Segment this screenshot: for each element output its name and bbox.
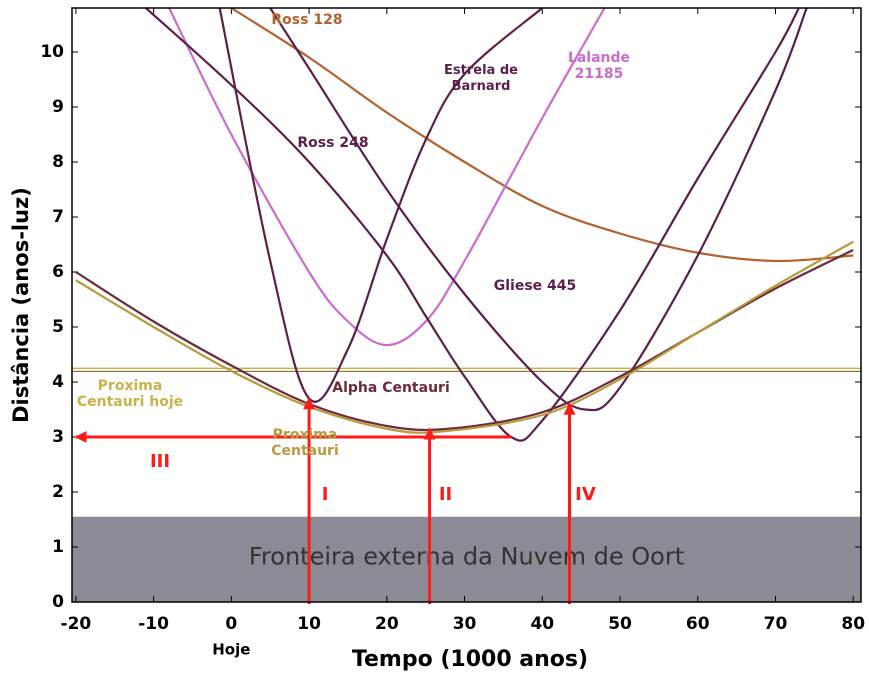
x-tick-label: -10 bbox=[138, 614, 169, 634]
x-tick-label: 40 bbox=[530, 614, 554, 634]
x-tick-label: 50 bbox=[608, 614, 632, 634]
series-line bbox=[145, 8, 800, 442]
y-tick-label: 6 bbox=[52, 262, 64, 282]
series-label: Ross 248 bbox=[297, 135, 369, 151]
y-tick-label: 8 bbox=[52, 152, 64, 172]
series-label: Proxima Centauri bbox=[271, 427, 339, 459]
x-tick-label: 60 bbox=[686, 614, 710, 634]
x-tick-label: 30 bbox=[453, 614, 477, 634]
series-label: Alpha Centauri bbox=[332, 380, 450, 396]
x-tick-label: 10 bbox=[297, 614, 321, 634]
arrow-label: II bbox=[439, 484, 452, 505]
arrow-label: I bbox=[322, 484, 329, 505]
series-label: Estrela de Barnard bbox=[444, 63, 518, 94]
series-label: Lalande 21185 bbox=[567, 50, 631, 82]
oort-region bbox=[72, 516, 861, 602]
y-tick-label: 4 bbox=[52, 372, 64, 392]
y-tick-label: 7 bbox=[52, 207, 64, 227]
x-axis-title: Tempo (1000 anos) bbox=[352, 647, 588, 672]
series-line bbox=[168, 8, 606, 347]
series-line bbox=[75, 240, 854, 434]
today-label: Hoje bbox=[212, 641, 250, 659]
series-line bbox=[218, 8, 544, 403]
reference-label: Proxima Centauri hoje bbox=[76, 378, 184, 410]
x-tick-label: 20 bbox=[375, 614, 399, 634]
y-tick-label: 0 bbox=[52, 592, 64, 612]
x-tick-label: 70 bbox=[764, 614, 788, 634]
plot-frame bbox=[71, 7, 862, 603]
region-label: Fronteira externa da Nuvem de Oort bbox=[249, 542, 684, 570]
y-tick-label: 5 bbox=[52, 317, 64, 337]
series-label: Gliese 445 bbox=[493, 278, 577, 294]
arrow-label: IV bbox=[575, 484, 596, 505]
y-tick-label: 2 bbox=[52, 482, 64, 502]
x-tick-label: -20 bbox=[61, 614, 92, 634]
arrow-label: III bbox=[150, 451, 170, 472]
y-tick-label: 10 bbox=[40, 42, 64, 62]
y-tick-label: 3 bbox=[52, 427, 64, 447]
y-axis-title: Distância (anos-luz) bbox=[9, 187, 33, 423]
series-label: Ross 128 bbox=[271, 12, 343, 28]
y-tick-label: 1 bbox=[52, 537, 64, 557]
x-tick-label: 0 bbox=[225, 614, 237, 634]
x-tick-label: 80 bbox=[841, 614, 865, 634]
y-tick-label: 9 bbox=[52, 97, 64, 117]
series-line bbox=[230, 8, 854, 263]
